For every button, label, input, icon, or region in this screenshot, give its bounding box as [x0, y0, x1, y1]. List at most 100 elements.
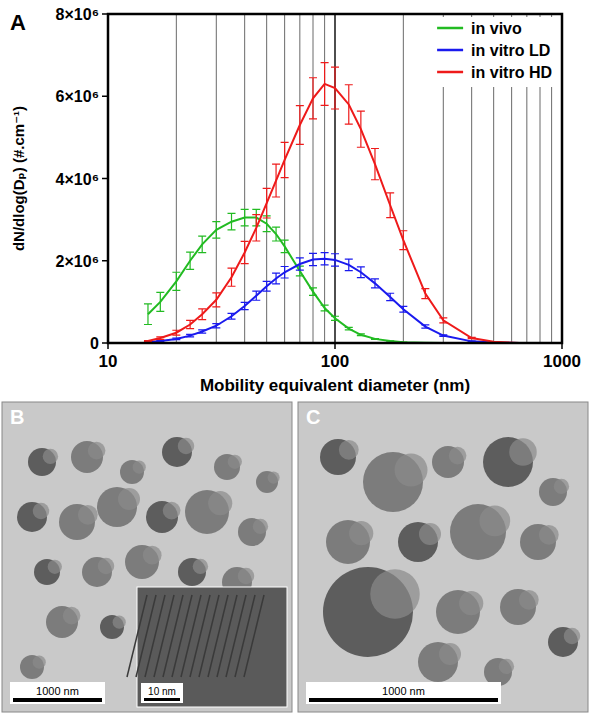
error-bar [228, 268, 236, 286]
series-line [148, 84, 520, 343]
error-bar [212, 222, 220, 238]
error-bar [357, 111, 365, 147]
legend-swatch [437, 27, 463, 30]
error-bar [309, 78, 317, 119]
error-bar [241, 302, 249, 309]
micrograph-frame [298, 402, 588, 712]
error-bar [281, 267, 289, 279]
legend-label: in vitro LD [471, 42, 550, 59]
error-bar [281, 240, 289, 252]
error-bar [228, 213, 236, 229]
x-axis-title: Mobility equivalent diameter (nm) [200, 376, 470, 395]
grid-line [334, 14, 335, 343]
particle [208, 491, 232, 515]
legend-box [433, 17, 556, 87]
y-axis-title: dN/dlog(Dₚ) (#.cm⁻¹) [10, 106, 27, 251]
y-tick-label: 4×10⁶ [56, 171, 99, 188]
y-tick-label: 8×10⁶ [56, 6, 99, 23]
x-tick-label: 10 [99, 352, 118, 371]
scale-bar [13, 698, 102, 702]
error-bar [386, 293, 394, 300]
grid [176, 14, 551, 343]
lattice-fringe [127, 595, 147, 677]
error-bar [309, 253, 317, 265]
error-bar [309, 288, 317, 295]
scale-bar-box [141, 683, 183, 703]
particle [238, 568, 255, 585]
particle [143, 546, 162, 565]
scale-bar [309, 698, 498, 702]
particle [395, 454, 428, 487]
error-bar [198, 330, 206, 333]
error-bar [172, 330, 180, 335]
lattice-fringe [199, 595, 219, 677]
series [144, 63, 524, 343]
particle [370, 569, 420, 619]
error-bar [331, 254, 339, 266]
error-bar [212, 293, 220, 307]
grid-line [266, 14, 267, 343]
particle [43, 449, 58, 464]
particle [193, 559, 208, 574]
particle [88, 442, 106, 460]
error-bar [345, 259, 353, 271]
particle [63, 607, 81, 625]
legend-swatch [437, 71, 463, 74]
grid-line [334, 14, 335, 343]
particle [479, 505, 510, 536]
grid-line [176, 14, 177, 343]
particle [339, 440, 359, 460]
error-bar [198, 309, 206, 320]
particle [449, 447, 467, 465]
particle [163, 502, 181, 520]
error-bar [186, 320, 194, 328]
error-bar [212, 324, 220, 328]
particle [499, 659, 514, 674]
particle [133, 461, 146, 474]
particle [519, 590, 539, 610]
error-bar [198, 236, 206, 252]
particle [268, 472, 280, 484]
error-bar [371, 279, 379, 288]
lattice-fringe [226, 595, 246, 677]
lattice-fringe [154, 595, 174, 677]
scale-bar-label: 10 nm [148, 686, 176, 697]
data-area [144, 63, 524, 343]
particle [113, 616, 126, 629]
inset-image [137, 587, 287, 707]
legend: in vivoin vitro LDin vitro HD [433, 17, 556, 87]
x-tick-label: 100 [321, 352, 349, 371]
x-tick-label: 1000 [543, 352, 581, 371]
error-bar [263, 188, 271, 218]
error-bar [186, 252, 194, 269]
error-bar [421, 325, 429, 328]
lattice-fringe [172, 595, 192, 677]
particle [509, 438, 537, 466]
scale-bar [144, 698, 180, 701]
panel-letter: A [10, 10, 26, 35]
particle [459, 591, 483, 615]
legend-label: in vitro HD [471, 64, 552, 81]
particle [178, 438, 195, 455]
lattice-fringe [235, 595, 255, 677]
figure: A10100100002×10⁶4×10⁶6×10⁶8×10⁶Mobility … [0, 0, 590, 715]
error-bar [186, 334, 194, 336]
lattice-fringe [181, 595, 201, 677]
error-bar [331, 316, 339, 320]
legend-swatch [437, 49, 463, 52]
error-bar [272, 227, 280, 241]
error-bar [357, 334, 365, 336]
error-bar [345, 85, 353, 124]
lattice-fringe [145, 595, 165, 677]
error-bar [228, 313, 236, 319]
lattice-fringe [217, 595, 237, 677]
lattice-fringe [136, 595, 156, 677]
error-bar [241, 241, 249, 263]
scale-bar-box [10, 682, 105, 704]
grid-line [244, 14, 245, 343]
error-bar [421, 289, 429, 299]
error-bar [296, 106, 304, 145]
lattice-fringe [190, 595, 210, 677]
micrograph-image [2, 402, 292, 712]
error-bar [296, 258, 304, 270]
